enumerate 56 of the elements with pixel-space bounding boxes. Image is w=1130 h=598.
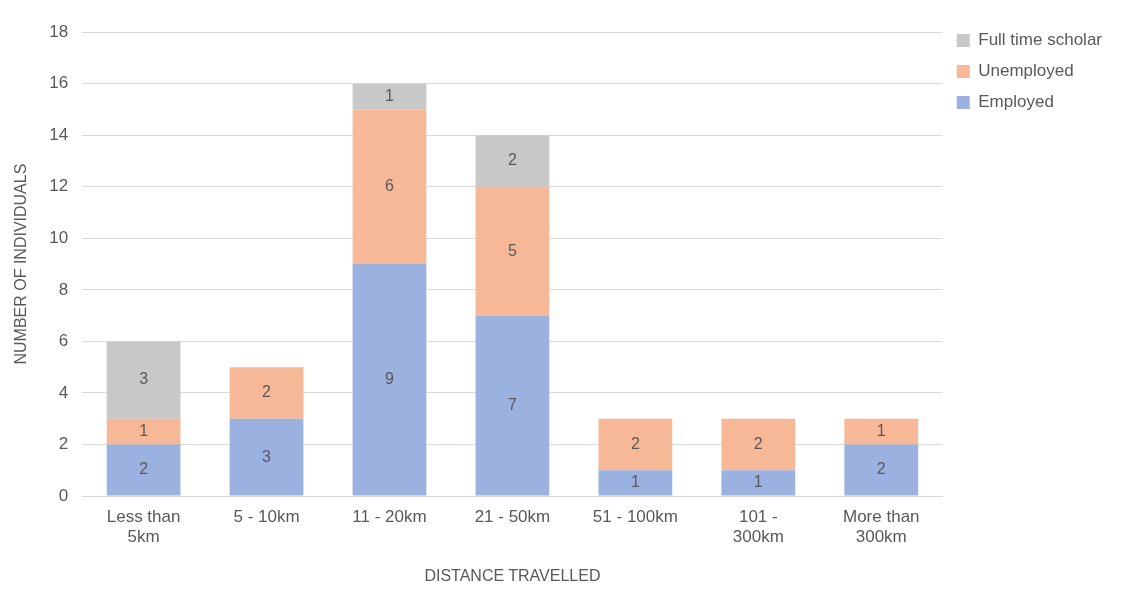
bar <box>475 315 550 496</box>
y-tick-label: 8 <box>58 279 69 299</box>
legend-label: Unemployed <box>978 61 1074 81</box>
bar <box>352 264 427 496</box>
data-label: 2 <box>507 151 517 169</box>
data-label: 2 <box>630 434 640 452</box>
bar <box>475 135 550 187</box>
bar <box>106 341 181 419</box>
y-tick-label: 4 <box>58 382 69 402</box>
bar <box>598 470 673 496</box>
x-axis-title: DISTANCE TRAVELLED <box>424 566 601 584</box>
data-label: 1 <box>630 473 640 491</box>
data-label: 1 <box>139 421 149 439</box>
y-tick-label: 16 <box>49 73 69 93</box>
y-axis-title: NUMBER OF INDIVIDUALS <box>12 163 30 365</box>
bar <box>106 444 181 496</box>
bar <box>844 418 919 445</box>
x-tick-label: 5 - 10km <box>233 506 300 526</box>
data-label: 1 <box>385 87 395 105</box>
y-tick-label: 0 <box>58 485 69 505</box>
bar <box>106 418 181 445</box>
y-tick-label: 10 <box>49 228 69 248</box>
bar <box>598 418 673 471</box>
y-tick-label: 14 <box>49 124 69 144</box>
data-label: 2 <box>876 460 886 478</box>
data-label: 1 <box>753 473 763 491</box>
data-label: 1 <box>876 421 886 439</box>
data-label: 9 <box>385 370 395 388</box>
data-label: 5 <box>507 241 517 259</box>
bar <box>229 418 304 496</box>
x-tick-label: More than 300km <box>843 506 920 547</box>
legend-label: Employed <box>978 92 1054 112</box>
data-label: 2 <box>262 383 272 401</box>
y-tick-label: 6 <box>58 331 69 351</box>
bar <box>352 109 427 265</box>
x-tick-label: Less than 5km <box>106 506 181 547</box>
x-tick-label: 101 - 300km <box>732 506 784 547</box>
y-tick-label: 12 <box>49 176 69 196</box>
x-tick-label: 51 - 100km <box>592 506 678 526</box>
y-tick-label: 18 <box>49 21 69 41</box>
bar <box>844 444 919 496</box>
data-label: 3 <box>262 447 272 465</box>
bar <box>475 186 550 316</box>
y-tick-label: 2 <box>58 434 69 454</box>
data-label: 3 <box>139 370 149 388</box>
data-label: 2 <box>753 434 763 452</box>
bar <box>229 367 304 419</box>
data-label: 2 <box>139 460 149 478</box>
legend-label: Full time scholar <box>978 30 1103 50</box>
x-tick-label: 11 - 20km <box>352 506 427 526</box>
bar <box>352 83 427 110</box>
data-label: 7 <box>507 395 517 413</box>
x-tick-label: 21 - 50km <box>474 506 551 526</box>
bar <box>721 470 796 496</box>
data-label: 6 <box>385 177 395 195</box>
bar <box>721 418 796 471</box>
